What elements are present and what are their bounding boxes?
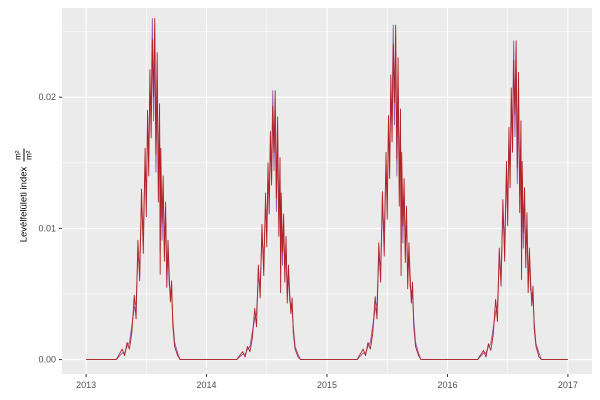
y-axis-title: Levélfelületi index m² m² xyxy=(13,86,34,306)
y-axis-title-text: Levélfelületi index xyxy=(18,166,30,243)
x-tick-label: 2015 xyxy=(317,380,337,390)
y-tick-label: 0.01 xyxy=(38,223,56,233)
series-red-line xyxy=(86,18,568,361)
x-tick-label: 2013 xyxy=(76,380,96,390)
y-axis-title-fraction: m² m² xyxy=(13,148,34,162)
fraction-denominator: m² xyxy=(24,150,34,160)
x-tick-label: 2017 xyxy=(558,380,578,390)
x-tick-label: 2014 xyxy=(197,380,217,390)
x-tick-label: 2016 xyxy=(437,380,457,390)
y-axis-title-inner: Levélfelületi index m² m² xyxy=(13,148,34,243)
y-tick-label: 0.02 xyxy=(38,92,56,102)
y-tick-label: 0.00 xyxy=(38,355,56,365)
fraction-numerator: m² xyxy=(13,150,23,160)
